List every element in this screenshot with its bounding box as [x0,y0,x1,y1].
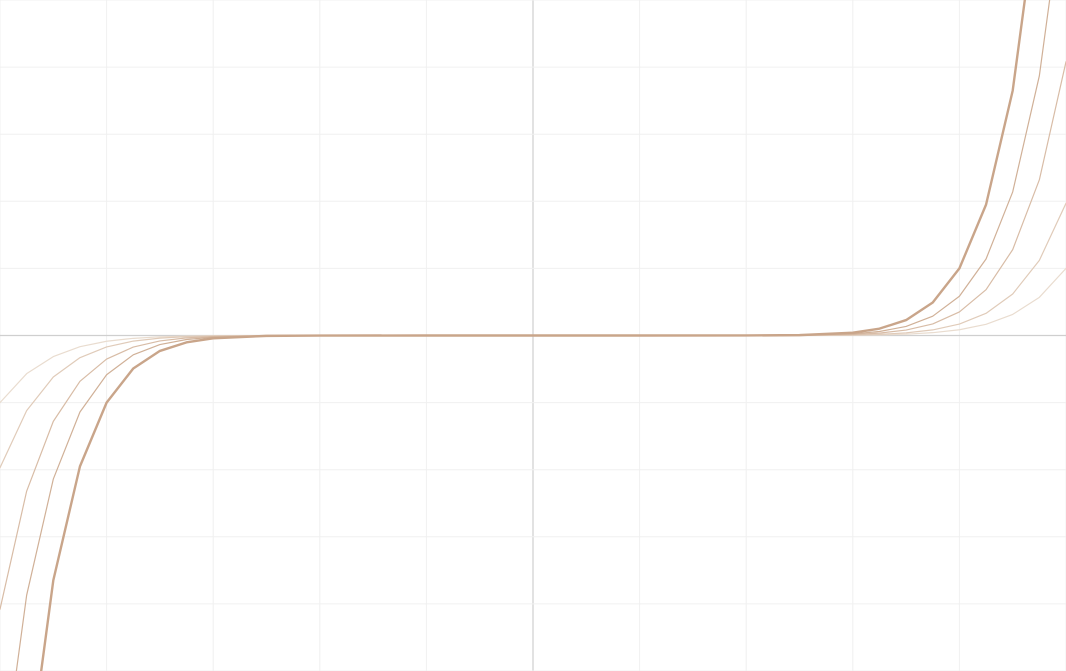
curves [0,0,1066,671]
curve [39,0,1027,671]
graph [0,0,1066,671]
